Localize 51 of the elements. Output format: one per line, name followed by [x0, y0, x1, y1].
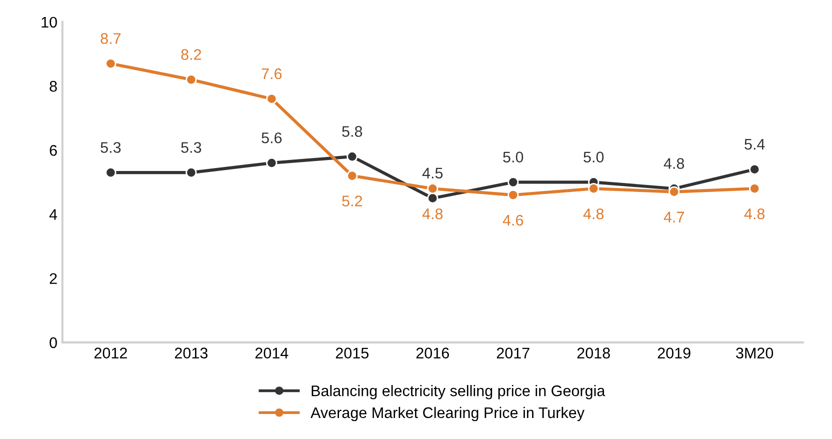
x-tick-label: 2014	[255, 348, 288, 359]
data-label: 7.6	[262, 68, 282, 80]
x-tick-label: 3M20	[736, 348, 774, 359]
point	[588, 183, 600, 194]
data-label: 4.8	[744, 208, 765, 220]
y-tick-label: 8	[50, 80, 57, 92]
data-label: 8.2	[181, 49, 202, 60]
point	[346, 150, 358, 162]
data-label: 5.0	[503, 152, 524, 162]
y-tick-label: 6	[50, 145, 57, 156]
point	[749, 183, 760, 194]
x-tick-label: 2013	[174, 348, 208, 359]
x-tick-label: 2018	[577, 348, 610, 359]
point	[508, 176, 519, 188]
y-tick-label: 4	[49, 209, 58, 220]
point	[266, 157, 278, 169]
point	[749, 164, 760, 175]
data-label: 8.7	[100, 33, 121, 44]
data-label: 5.4	[744, 139, 765, 150]
data-label: 4.8	[664, 158, 684, 169]
data-label: 4.8	[422, 208, 443, 220]
data-label: 4.6	[502, 214, 524, 226]
point	[427, 192, 438, 204]
y-tick-label: 0	[50, 337, 57, 348]
x-tick-label: 2012	[94, 348, 127, 359]
data-label: 5.2	[342, 196, 362, 206]
data-label: 4.8	[583, 208, 604, 220]
data-label: 5.6	[262, 132, 282, 144]
x-tick-label: 2016	[416, 348, 449, 359]
data-label: 5.3	[181, 142, 202, 153]
point	[668, 186, 680, 198]
point	[186, 74, 197, 86]
point	[346, 170, 358, 182]
point	[186, 167, 197, 178]
point	[266, 93, 278, 104]
point	[508, 189, 519, 201]
data-label: 4.7	[664, 212, 684, 222]
y-tick-label: 10	[42, 16, 57, 28]
legend-label: Average Market Clearing Price in Turkey	[310, 406, 584, 422]
x-tick-label: 2019	[658, 348, 690, 359]
point	[427, 183, 438, 194]
legend-label: Balancing electricity selling price in Georgia	[312, 385, 606, 400]
data-label: 5.3	[100, 142, 121, 153]
data-label: 5.0	[584, 152, 604, 162]
y-tick-label: 2	[50, 273, 57, 284]
data-label: 4.5	[422, 168, 443, 179]
x-tick-label: 2017	[496, 348, 530, 359]
x-tick-label: 2015	[336, 348, 369, 359]
point	[105, 58, 116, 70]
data-label: 5.8	[342, 126, 362, 137]
point	[105, 167, 116, 178]
